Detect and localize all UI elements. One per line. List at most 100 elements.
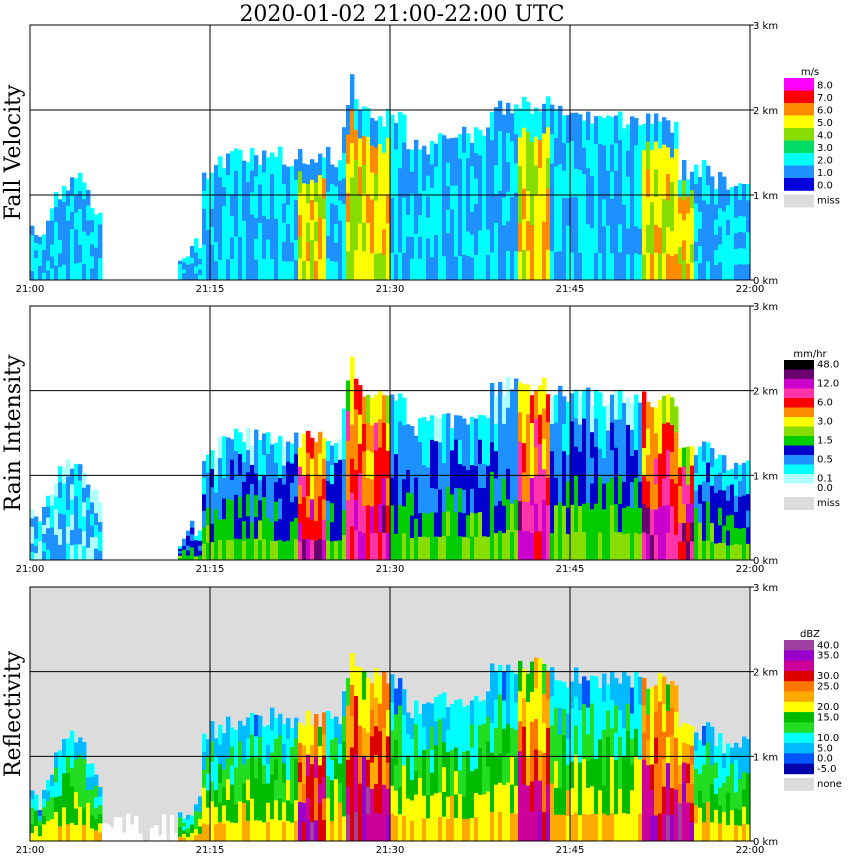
echo-cell [450,256,455,281]
echo-cell [498,100,503,132]
echo-cell [478,794,483,819]
echo-cell [202,543,207,561]
echo-cell [386,788,391,816]
echo-cell [486,229,491,255]
echo-cell [390,674,395,703]
echo-cell [238,258,243,281]
echo-cell [570,761,575,789]
echo-cell [698,194,703,212]
echo-cell [330,540,335,561]
echo-cell [242,540,247,561]
echo-cell [590,123,595,150]
echo-cell [54,781,59,798]
echo-cell [258,715,263,738]
echo-cell [346,759,351,788]
echo-cell [562,682,567,709]
echo-cell [482,439,487,464]
echo-cell [350,653,355,685]
echo-cell [678,196,683,214]
echo-cell [74,824,79,842]
echo-cell [338,160,343,181]
echo-cell [254,155,259,177]
echo-cell [38,553,43,561]
echo-cell [638,402,643,430]
echo-cell [586,502,591,532]
echo-cell [354,529,359,561]
echo-cell [726,759,731,777]
echo-cell [486,254,491,281]
echo-cell [434,189,439,213]
echo-cell [338,479,343,501]
echo-cell [686,246,691,264]
echo-cell [202,461,207,478]
echo-cell [518,750,523,782]
echo-cell [182,818,187,823]
echo-cell [622,481,627,509]
echo-cell [198,258,203,265]
echo-cell [490,500,495,531]
echo-cell [694,768,699,788]
echo-cell [534,193,539,223]
echo-cell [338,782,343,803]
echo-cell [654,483,659,510]
echo-cell [434,488,439,513]
echo-cell [530,661,535,692]
echo-cell [214,222,219,243]
echo-cell [714,526,719,544]
echo-cell [546,477,551,506]
echo-cell [322,478,327,500]
echo-cell [298,722,303,743]
echo-cell [90,244,95,257]
echo-cell [206,773,211,791]
echo-cell [390,702,395,731]
echo-cell [694,183,699,204]
echo-cell [702,520,707,541]
echo-cell [358,472,363,503]
echo-cell [558,221,563,252]
echo-cell [650,149,655,177]
echo-cell [498,811,503,842]
echo-cell [338,439,343,460]
echo-cell [62,823,67,842]
echo-cell [670,181,675,207]
echo-cell [734,232,739,250]
echo-cell [366,222,371,252]
echo-cell [682,180,687,201]
echo-cell [310,437,315,459]
echo-cell [54,534,59,548]
echo-cell [678,213,683,231]
echo-cell [446,185,451,210]
echo-cell [674,121,679,149]
echo-cell [342,716,347,742]
echo-cell [70,468,75,485]
echo-cell [422,145,427,169]
echo-cell [226,237,231,260]
echo-cell [518,136,523,166]
echo-cell [746,216,751,233]
echo-cell [374,754,379,784]
echo-cell [522,530,527,561]
echo-cell [718,733,723,752]
colorbar-swatch [784,464,814,475]
echo-cell [566,764,571,791]
echo-cell [42,234,47,243]
echo-cell [270,463,275,484]
echo-cell [558,163,563,194]
echo-cell [534,779,539,811]
echo-cell [330,241,335,262]
echo-cell [242,821,247,842]
echo-cell [438,489,443,514]
echo-cell [598,420,603,449]
y-tick-label: 0 km [753,276,778,287]
echo-cell [738,247,743,265]
echo-cell [74,463,79,481]
echo-cell [534,251,539,281]
echo-cell [62,755,67,774]
echo-cell [694,203,699,223]
echo-cell [714,793,719,810]
echo-cell [442,717,447,743]
echo-cell [550,163,555,193]
echo-cell [550,450,555,479]
echo-cell [658,506,663,534]
echo-cell [738,747,743,764]
